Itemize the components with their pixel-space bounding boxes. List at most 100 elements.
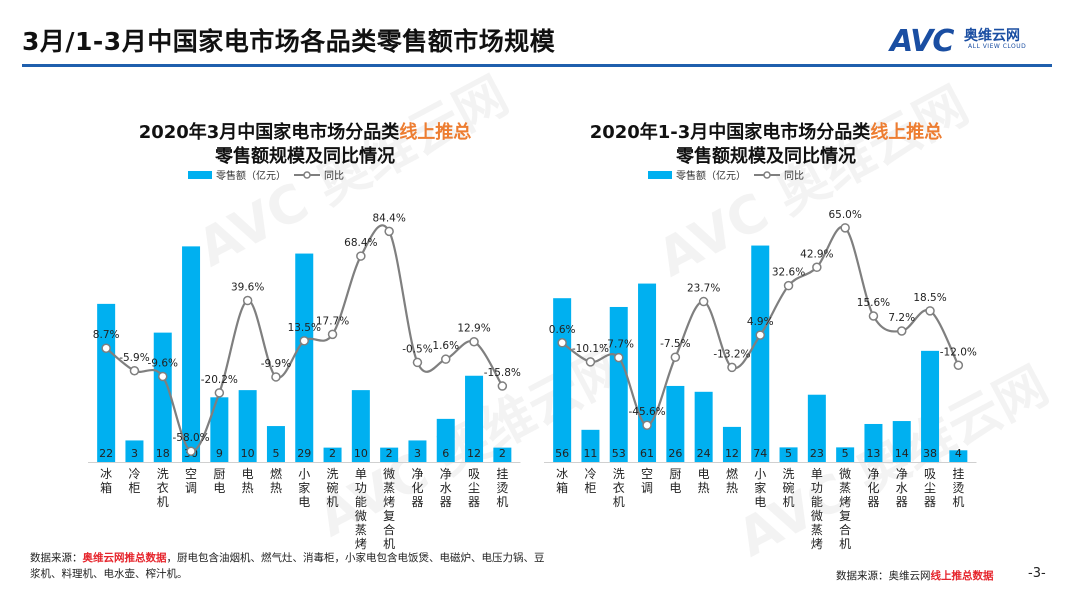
category-char: 洗 bbox=[157, 467, 169, 481]
category-label: 洗衣机 bbox=[613, 467, 625, 509]
yoy-label: 13.5% bbox=[288, 322, 321, 334]
yoy-label: 1.6% bbox=[432, 340, 459, 352]
bar-value-label: 12 bbox=[467, 447, 481, 460]
bar-value-label: 10 bbox=[354, 447, 368, 460]
bar bbox=[638, 283, 657, 462]
legend-bar-swatch bbox=[188, 171, 212, 179]
yoy-point bbox=[158, 371, 168, 382]
category-label: 电热 bbox=[698, 467, 710, 495]
yoy-point bbox=[384, 226, 394, 237]
bar bbox=[949, 450, 968, 462]
category-char: 机 bbox=[613, 495, 625, 509]
chart-title-accent: 线上推总 bbox=[870, 121, 942, 143]
category-label: 挂烫机 bbox=[952, 467, 964, 509]
category-label: 厨电 bbox=[669, 467, 681, 495]
legend-bar-swatch bbox=[648, 171, 672, 179]
bar bbox=[351, 390, 370, 462]
page-title: 3月/1-3月中国家电市场各品类零售额市场规模 bbox=[22, 27, 556, 56]
category-label: 小家电 bbox=[754, 467, 766, 509]
chart-title: 2020年3月中国家电市场分品类线上推总 bbox=[139, 121, 472, 143]
bar bbox=[694, 391, 713, 462]
category-label: 厨电 bbox=[213, 467, 225, 495]
category-char: 衣 bbox=[157, 480, 169, 495]
bar-value-label: 9 bbox=[216, 447, 223, 460]
bar bbox=[779, 447, 798, 462]
category-label: 单功能微蒸烤 bbox=[355, 467, 367, 550]
category-label: 冰箱 bbox=[556, 467, 568, 495]
yoy-point bbox=[299, 336, 309, 346]
bar bbox=[465, 375, 484, 462]
bar-value-label: 22 bbox=[99, 447, 113, 460]
yoy-label: 7.2% bbox=[888, 312, 915, 324]
category-char: 水 bbox=[896, 481, 908, 495]
category-char: 烫 bbox=[496, 481, 508, 495]
category-char: 冰 bbox=[100, 467, 112, 481]
yoy-point bbox=[953, 360, 964, 371]
category-label: 吸尘器 bbox=[468, 467, 480, 509]
category-char: 机 bbox=[327, 495, 339, 509]
category-label: 洗碗机 bbox=[783, 467, 795, 509]
source-note-prefix: 数据来源：奥维云网 bbox=[836, 570, 931, 582]
category-char: 机 bbox=[839, 537, 851, 550]
category-char: 机 bbox=[783, 495, 795, 509]
yoy-label: -9.9% bbox=[261, 358, 291, 370]
category-char: 微 bbox=[355, 509, 367, 523]
category-char: 净 bbox=[411, 467, 423, 481]
category-char: 碗 bbox=[327, 480, 339, 495]
chart-subtitle: 零售额规模及同比情况 bbox=[675, 145, 856, 167]
yoy-label: -20.2% bbox=[201, 374, 238, 386]
bar bbox=[722, 426, 741, 462]
yoy-label: -58.0% bbox=[172, 432, 209, 444]
category-label: 冷柜 bbox=[584, 467, 596, 495]
category-char: 挂 bbox=[496, 467, 508, 481]
category-char: 器 bbox=[468, 495, 480, 509]
yoy-point bbox=[497, 381, 508, 391]
yoy-label: 12.9% bbox=[457, 323, 490, 335]
bar-value-label: 2 bbox=[386, 447, 393, 460]
category-char: 净 bbox=[896, 467, 908, 481]
category-label: 空调 bbox=[641, 467, 653, 495]
bar bbox=[408, 440, 427, 462]
bar-value-label: 11 bbox=[583, 447, 597, 460]
bar bbox=[493, 447, 512, 462]
category-char: 洗 bbox=[327, 467, 339, 481]
bar-value-label: 3 bbox=[414, 447, 421, 460]
category-char: 复 bbox=[383, 509, 395, 523]
bar-value-label: 2 bbox=[499, 447, 506, 460]
yoy-label: 4.9% bbox=[747, 316, 774, 328]
footnote-source: 奥维云网推总数据 bbox=[82, 552, 167, 564]
yoy-label: 39.6% bbox=[231, 282, 264, 294]
chart-title-accent: 线上推总 bbox=[399, 121, 471, 143]
bar bbox=[921, 350, 940, 462]
yoy-point bbox=[897, 326, 907, 336]
yoy-label: 17.7% bbox=[316, 315, 349, 327]
category-char: 单 bbox=[811, 467, 823, 481]
yoy-point bbox=[670, 352, 681, 362]
category-char: 洗 bbox=[783, 467, 795, 481]
bar bbox=[266, 426, 285, 462]
yoy-point bbox=[868, 311, 879, 321]
logo-mark: AVC bbox=[890, 24, 954, 59]
bar bbox=[892, 421, 911, 462]
yoy-label: 18.5% bbox=[913, 292, 946, 304]
bar bbox=[153, 332, 172, 462]
category-char: 冷 bbox=[128, 467, 140, 481]
category-char: 衣 bbox=[613, 480, 625, 495]
page-number: -3- bbox=[1028, 566, 1046, 581]
bar-value-label: 29 bbox=[297, 447, 311, 460]
category-label: 净水器 bbox=[896, 467, 908, 509]
yoy-label: 84.4% bbox=[372, 212, 405, 224]
category-label: 净化器 bbox=[867, 467, 879, 509]
yoy-point bbox=[614, 352, 624, 363]
category-char: 烫 bbox=[952, 481, 964, 495]
category-char: 烤 bbox=[811, 536, 823, 550]
yoy-point bbox=[642, 420, 652, 430]
legend-bar-label: 零售额（亿元） bbox=[676, 169, 746, 182]
bar bbox=[581, 429, 600, 462]
bar-value-label: 26 bbox=[668, 447, 682, 460]
legend-line-label: 同比 bbox=[784, 170, 804, 182]
category-char: 厨 bbox=[213, 467, 225, 481]
yoy-label: 0.6% bbox=[549, 324, 576, 336]
chart-subtitle: 零售额规模及同比情况 bbox=[214, 145, 395, 167]
bar-value-label: 38 bbox=[923, 447, 937, 460]
